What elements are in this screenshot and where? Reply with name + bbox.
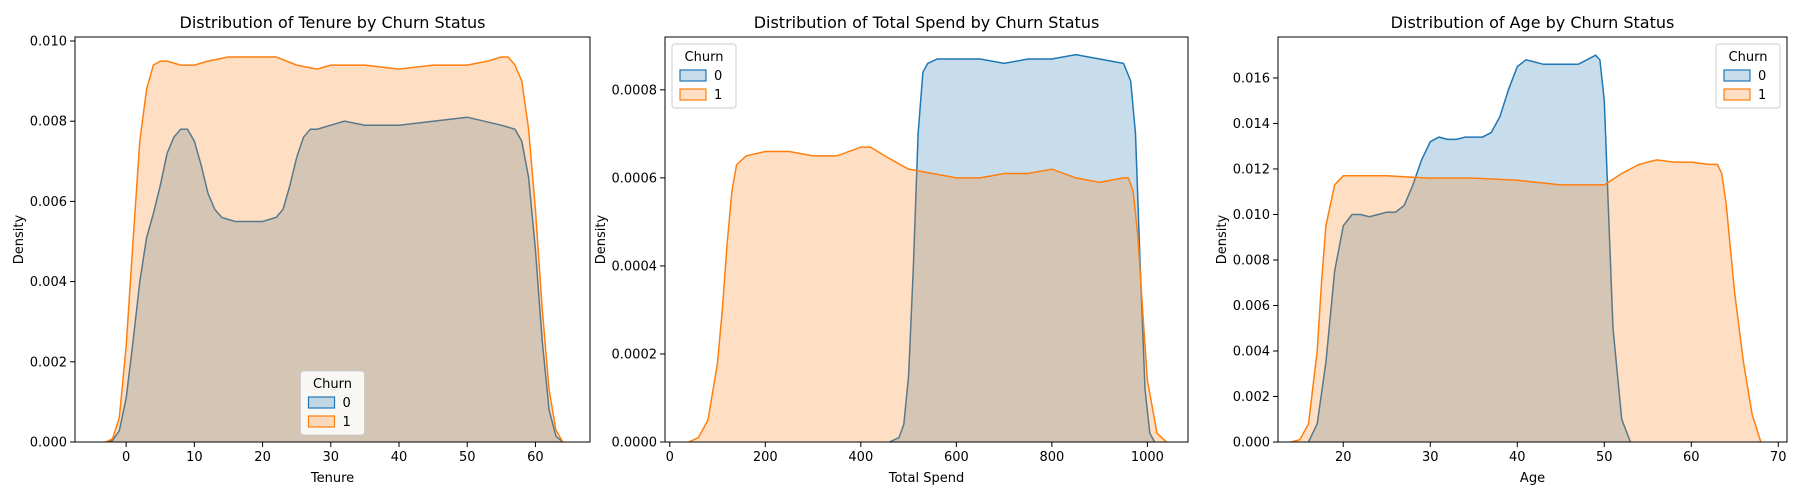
y-tick-label: 0.010 xyxy=(1233,208,1270,223)
legend-swatch-churn-1 xyxy=(679,88,707,101)
x-tick-label: 30 xyxy=(323,450,340,465)
legend-swatch-churn-0 xyxy=(1723,69,1751,82)
y-tick-label: 0.004 xyxy=(1233,344,1270,359)
y-tick-label: 0.0006 xyxy=(612,171,658,186)
x-tick-label: 400 xyxy=(848,450,873,465)
x-axis-label: Age xyxy=(1520,471,1545,486)
y-tick-label: 0.006 xyxy=(30,195,67,210)
density-area-churn-0 xyxy=(105,117,563,442)
legend-title: Churn xyxy=(685,50,724,65)
x-tick-label: 70 xyxy=(1770,450,1787,465)
y-tick-label: 0.0002 xyxy=(612,347,658,362)
y-tick-label: 0.000 xyxy=(1233,436,1270,451)
density-line-churn-0 xyxy=(889,53,1156,442)
y-tick-label: 0.008 xyxy=(1233,253,1270,268)
y-tick-label: 0.0008 xyxy=(612,83,658,98)
legend-swatch-churn-1 xyxy=(1723,88,1751,101)
x-tick-label: 200 xyxy=(753,450,778,465)
x-tick-label: 0 xyxy=(666,450,674,465)
plot-area xyxy=(688,53,1168,442)
y-axis-label: Density xyxy=(12,214,27,264)
chart-panel-1: 0 10 20 30 40 50 600.0000.0020.0040.0060.0080.… xyxy=(12,13,591,486)
x-tick-label: 20 xyxy=(254,450,271,465)
x-axis-label: Tenure xyxy=(310,471,354,486)
legend-entry-churn-0: 0 xyxy=(1758,69,1766,84)
y-tick-label: 0.010 xyxy=(30,35,67,50)
density-line-churn-1 xyxy=(688,146,1168,442)
legend: Churn 0 1 xyxy=(671,43,737,109)
plot-area xyxy=(105,56,564,442)
x-tick-label: 600 xyxy=(944,450,969,465)
plot-frame xyxy=(74,36,591,443)
legend-title: Churn xyxy=(1729,50,1768,65)
x-tick-label: 60 xyxy=(1683,450,1700,465)
legend-entry-churn-1: 1 xyxy=(343,415,351,430)
legend-entry-churn-0: 0 xyxy=(343,396,351,411)
legend-title: Churn xyxy=(313,377,352,392)
density-area-churn-1 xyxy=(105,57,563,442)
legend-box xyxy=(1715,43,1781,109)
x-tick-label: 50 xyxy=(459,450,476,465)
y-tick-label: 0.014 xyxy=(1233,117,1270,132)
legend: Churn 0 1 xyxy=(300,370,365,436)
chart-panel-2: 0 200 400 600 800 1000 0.0000 0.0002 0.0004 0.000… xyxy=(594,13,1189,486)
legend-swatch-churn-0 xyxy=(307,396,336,409)
chart-title: Distribution of Tenure by Churn Status xyxy=(180,13,486,32)
density-area-churn-0 xyxy=(1308,55,1631,442)
legend-swatch-churn-0 xyxy=(679,69,707,82)
x-axis-label: Total Spend xyxy=(888,471,965,486)
x-tick-label: 10 xyxy=(186,450,203,465)
x-tick-label: 30 xyxy=(1422,450,1439,465)
y-tick-label: 0.002 xyxy=(30,355,67,370)
y-tick-label: 0.012 xyxy=(1233,162,1270,177)
chart-title: Distribution of Total Spend by Churn Sta… xyxy=(754,13,1100,32)
legend-entry-churn-1: 1 xyxy=(1758,88,1766,103)
y-tick-label: 0.016 xyxy=(1233,71,1270,86)
plot-frame xyxy=(1277,36,1788,443)
legend-entry-churn-1: 1 xyxy=(714,88,722,103)
density-line-churn-0 xyxy=(1307,54,1632,442)
x-tick-label: 800 xyxy=(1039,450,1064,465)
y-axis-label: Density xyxy=(594,214,609,264)
x-tick-label: 40 xyxy=(1509,450,1526,465)
legend-swatch-churn-1 xyxy=(307,415,336,428)
legend-box xyxy=(300,370,365,436)
y-tick-label: 0.002 xyxy=(1233,390,1270,405)
density-line-churn-1 xyxy=(105,56,564,442)
plot-area xyxy=(1290,54,1762,442)
y-tick-label: 0.000 xyxy=(30,436,67,451)
y-tick-label: 0.0000 xyxy=(612,436,658,451)
y-tick-label: 0.008 xyxy=(30,115,67,130)
y-tick-label: 0.004 xyxy=(30,275,67,290)
density-area-churn-1 xyxy=(688,147,1167,442)
legend: Churn 0 1 xyxy=(1715,43,1781,109)
x-tick-label: 20 xyxy=(1335,450,1352,465)
legend-entry-churn-0: 0 xyxy=(714,69,722,84)
density-area-churn-0 xyxy=(889,54,1155,442)
y-axis-label: Density xyxy=(1215,214,1230,264)
density-line-churn-1 xyxy=(1290,159,1762,442)
x-tick-label: 60 xyxy=(527,450,544,465)
legend-box xyxy=(671,43,737,109)
x-tick-label: 0 xyxy=(122,450,130,465)
density-line-churn-0 xyxy=(105,116,564,442)
y-tick-label: 0.006 xyxy=(1233,299,1270,314)
chart-title: Distribution of Age by Churn Status xyxy=(1391,13,1675,32)
x-tick-label: 1000 xyxy=(1131,450,1164,465)
plot-frame xyxy=(664,36,1189,443)
y-tick-label: 0.0004 xyxy=(612,259,658,274)
chart-panel-3: 20 30 40 50 60 70 0.000 0.002 0.004 0.006 0.008 0.0… xyxy=(1215,13,1788,486)
x-tick-label: 50 xyxy=(1596,450,1613,465)
x-tick-label: 40 xyxy=(391,450,408,465)
density-area-churn-1 xyxy=(1291,159,1761,442)
